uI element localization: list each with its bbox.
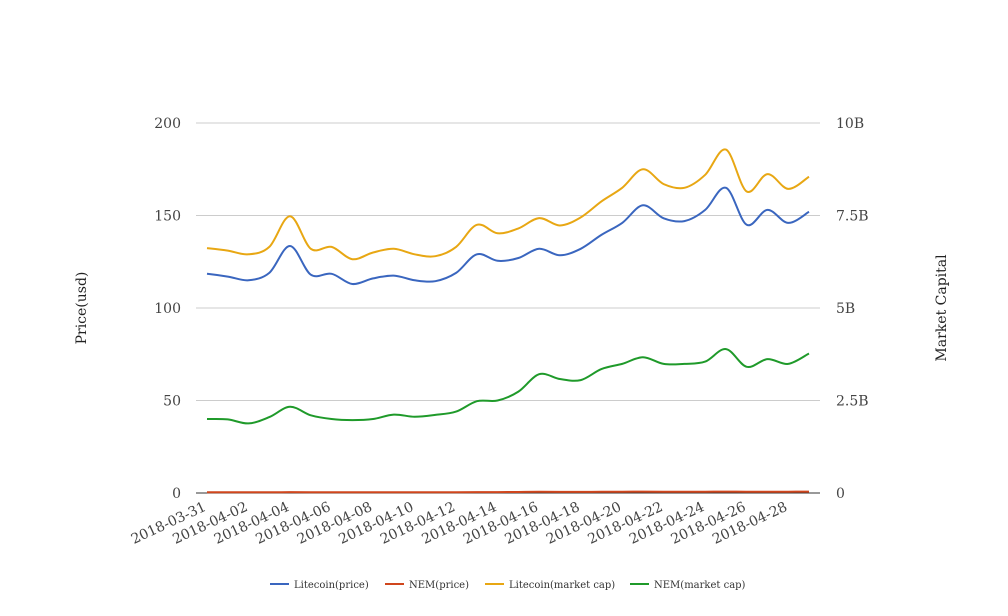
y-axis-left-title: Price(usd) <box>74 272 90 345</box>
y-left-tick-label: 200 <box>154 116 181 132</box>
y-right-tick-label: 0 <box>836 486 845 502</box>
y-right-tick-label: 5B <box>836 301 855 317</box>
y-axis-right-title: Market Capital <box>934 254 950 362</box>
series-line-1 <box>207 490 810 494</box>
y-right-tick-label: 2.5B <box>836 394 869 410</box>
x-axis-ticks: 2018-03-312018-04-022018-04-042018-04-06… <box>129 499 790 548</box>
left-axis-ticks: 0 50 100 150 200 <box>154 116 181 502</box>
legend: Litecoin(price) NEM(price) Litecoin(market… <box>270 580 746 591</box>
y-left-tick-label: 50 <box>163 394 181 410</box>
y-right-tick-label: 7.5B <box>836 209 869 225</box>
legend-label: Litecoin(market cap) <box>509 580 615 591</box>
legend-label: Litecoin(price) <box>294 580 369 591</box>
legend-label: NEM(market cap) <box>654 580 746 591</box>
series-lines <box>206 148 810 494</box>
gridlines <box>196 122 820 494</box>
y-right-tick-label: 10B <box>836 116 864 132</box>
y-left-tick-label: 0 <box>172 486 181 502</box>
right-axis-ticks: 0 2.5B 5B 7.5B 10B <box>836 116 869 502</box>
series-line-0 <box>206 186 810 286</box>
y-left-tick-label: 150 <box>154 209 181 225</box>
legend-label: NEM(price) <box>409 580 469 591</box>
series-line-3 <box>206 348 810 425</box>
y-left-tick-label: 100 <box>154 301 181 317</box>
series-line-2 <box>206 148 810 261</box>
